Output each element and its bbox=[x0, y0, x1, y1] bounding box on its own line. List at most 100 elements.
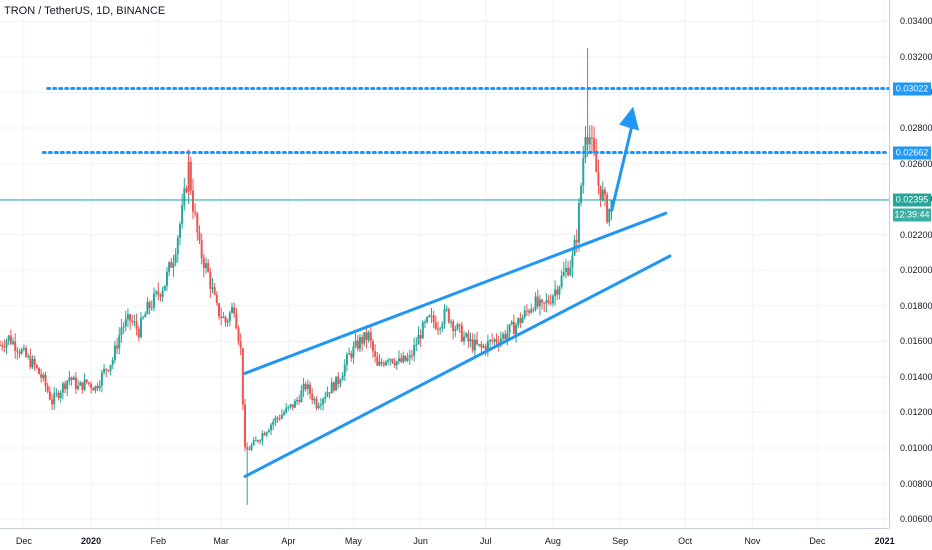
price-tick-label: 0.01000 bbox=[900, 443, 932, 453]
candle-body bbox=[450, 321, 453, 323]
candle-body bbox=[476, 339, 479, 345]
resistance-low-badge: 0.02662 bbox=[893, 146, 931, 160]
candle-body bbox=[72, 377, 75, 380]
candle-body bbox=[378, 361, 381, 366]
candle-body bbox=[196, 213, 199, 233]
candle-body bbox=[178, 224, 181, 238]
candle-body bbox=[595, 152, 598, 173]
candle-body bbox=[590, 137, 593, 139]
candle-body bbox=[339, 380, 342, 384]
candle-body bbox=[55, 392, 58, 394]
candle-body bbox=[237, 328, 240, 342]
time-tick-label: Nov bbox=[744, 536, 761, 546]
candle-body bbox=[209, 271, 212, 289]
candle-body bbox=[560, 275, 563, 287]
candle-body bbox=[549, 302, 552, 304]
candle-body bbox=[452, 321, 455, 332]
price-tick-label: 0.03400 bbox=[900, 16, 932, 27]
candle-body bbox=[580, 185, 583, 204]
candle-body bbox=[551, 295, 554, 304]
candle-body bbox=[497, 342, 500, 344]
candle-body bbox=[198, 232, 201, 241]
candle-body bbox=[224, 316, 227, 323]
candle-body bbox=[1, 345, 4, 347]
candle-body bbox=[176, 237, 179, 255]
candle-body bbox=[510, 321, 513, 325]
candle-body bbox=[100, 372, 103, 386]
candle-body bbox=[131, 320, 134, 322]
candle-body bbox=[352, 346, 355, 358]
time-tick-label: Feb bbox=[150, 536, 167, 546]
candle-body bbox=[569, 267, 572, 276]
candle-body bbox=[599, 185, 602, 200]
candle-body bbox=[543, 302, 546, 304]
candle-body bbox=[480, 344, 483, 348]
candle-body bbox=[226, 320, 229, 323]
candle-body bbox=[68, 377, 71, 381]
candle-body bbox=[48, 391, 51, 400]
candle-body bbox=[374, 351, 377, 357]
candle-body bbox=[274, 417, 277, 422]
candle-body bbox=[200, 240, 203, 259]
candle-body bbox=[116, 345, 119, 349]
candle-body bbox=[521, 317, 524, 323]
candle-body bbox=[465, 333, 468, 337]
candle-body bbox=[473, 339, 476, 351]
candle-body bbox=[118, 335, 121, 349]
candle-body bbox=[14, 341, 17, 351]
candle-body bbox=[354, 340, 357, 347]
price-tick-label: 0.02200 bbox=[900, 229, 932, 240]
candle-body bbox=[241, 347, 244, 405]
candle-body bbox=[564, 267, 567, 272]
candle-body bbox=[135, 321, 138, 329]
candle-body bbox=[233, 307, 236, 314]
candle-body bbox=[161, 290, 164, 297]
candle-body bbox=[430, 315, 433, 317]
candle-body bbox=[489, 340, 492, 342]
candle-body bbox=[220, 316, 223, 318]
candle-body bbox=[441, 324, 444, 329]
candle-body bbox=[191, 190, 194, 212]
candle-body bbox=[502, 334, 505, 339]
candle-body bbox=[523, 310, 526, 318]
candle-body bbox=[311, 393, 314, 401]
candle-body bbox=[406, 358, 409, 361]
candle-body bbox=[356, 340, 359, 349]
candle-body bbox=[185, 188, 188, 192]
candle-body bbox=[70, 377, 73, 380]
candle-body bbox=[98, 385, 101, 389]
candle-body bbox=[0, 344, 1, 346]
candle-body bbox=[16, 350, 19, 352]
candle-body bbox=[129, 314, 132, 321]
projection-arrow-shaft bbox=[609, 120, 635, 212]
candle-body bbox=[231, 307, 234, 313]
candle-body bbox=[170, 262, 173, 268]
time-tick-label: 2020 bbox=[81, 536, 102, 546]
candle-body bbox=[471, 339, 474, 351]
countdown-badge: 12:39:44 bbox=[893, 208, 931, 222]
candle-body bbox=[495, 339, 498, 343]
candle-body bbox=[265, 432, 268, 436]
candle-body bbox=[300, 390, 303, 402]
candle-body bbox=[384, 361, 387, 366]
candle-body bbox=[168, 262, 171, 272]
price-chart[interactable] bbox=[0, 0, 889, 528]
candle-body bbox=[276, 417, 279, 419]
candle-body bbox=[29, 355, 32, 368]
candle-body bbox=[202, 258, 205, 269]
price-tick-label: 0.02600 bbox=[900, 158, 932, 169]
candle-body bbox=[105, 368, 108, 371]
candle-body bbox=[380, 361, 383, 364]
candle-body bbox=[313, 398, 316, 401]
candle-body bbox=[515, 325, 518, 335]
candle-body bbox=[525, 310, 528, 312]
price-axis[interactable]: 0.034000.032000.030000.028000.026000.024… bbox=[889, 0, 932, 528]
candle-body bbox=[306, 384, 309, 390]
candle-body bbox=[57, 392, 60, 398]
price-tick-label: 0.01400 bbox=[900, 371, 932, 382]
candle-body bbox=[504, 334, 507, 339]
candle-body bbox=[222, 316, 225, 318]
candle-body bbox=[61, 383, 64, 393]
candle-body bbox=[239, 341, 242, 348]
time-axis[interactable]: Dec 2020 Feb Mar Apr May Jun Jul Aug Sep Oct Nov Dec… bbox=[0, 528, 895, 550]
